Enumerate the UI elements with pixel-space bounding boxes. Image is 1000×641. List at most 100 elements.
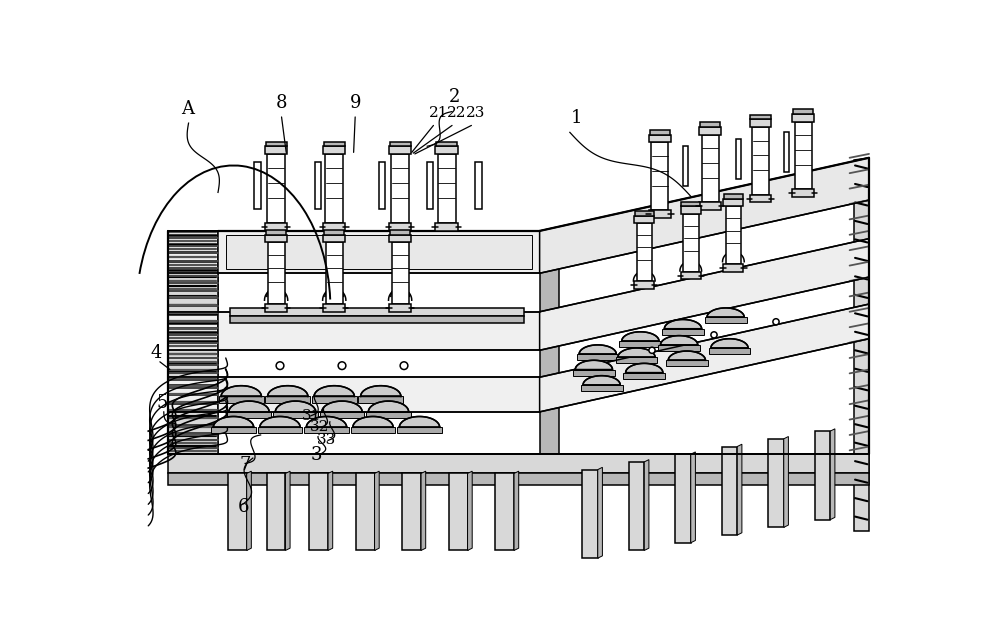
Bar: [792, 189, 814, 197]
Polygon shape: [353, 417, 393, 428]
Bar: [681, 206, 701, 214]
Polygon shape: [219, 397, 264, 403]
Polygon shape: [540, 158, 869, 273]
Polygon shape: [247, 471, 251, 551]
Bar: [634, 215, 654, 223]
Bar: [438, 154, 456, 223]
Circle shape: [637, 272, 643, 279]
Polygon shape: [830, 429, 835, 520]
Polygon shape: [228, 474, 247, 551]
Bar: [795, 122, 812, 189]
Polygon shape: [540, 227, 559, 454]
Bar: [435, 146, 458, 154]
Circle shape: [711, 332, 717, 338]
Bar: [390, 230, 410, 235]
Polygon shape: [322, 401, 362, 412]
Bar: [750, 195, 771, 203]
Bar: [699, 127, 721, 135]
Bar: [324, 142, 345, 146]
Polygon shape: [402, 474, 421, 551]
Bar: [267, 154, 285, 223]
Polygon shape: [358, 397, 403, 403]
Polygon shape: [575, 360, 612, 369]
Bar: [315, 162, 321, 210]
Bar: [389, 223, 411, 231]
Polygon shape: [658, 345, 700, 351]
Polygon shape: [619, 341, 661, 347]
Polygon shape: [577, 354, 619, 360]
Polygon shape: [230, 315, 524, 323]
Polygon shape: [709, 348, 750, 354]
Text: 21: 21: [429, 106, 448, 120]
Polygon shape: [622, 332, 659, 341]
Bar: [323, 223, 345, 231]
Polygon shape: [707, 308, 744, 317]
Text: 8: 8: [276, 94, 288, 112]
Bar: [651, 142, 668, 210]
Bar: [683, 146, 688, 187]
Bar: [750, 115, 771, 119]
Polygon shape: [573, 369, 615, 376]
Polygon shape: [644, 460, 649, 551]
Circle shape: [649, 347, 655, 353]
Bar: [265, 304, 287, 312]
Polygon shape: [722, 447, 737, 535]
Polygon shape: [306, 417, 347, 428]
Bar: [326, 242, 343, 304]
Polygon shape: [168, 231, 218, 454]
Polygon shape: [229, 401, 269, 412]
Bar: [389, 235, 411, 242]
Text: 7: 7: [240, 456, 251, 474]
Bar: [793, 109, 813, 114]
Bar: [723, 199, 743, 206]
Bar: [389, 146, 411, 154]
Bar: [266, 142, 287, 146]
Polygon shape: [666, 360, 708, 367]
Text: 32: 32: [309, 420, 329, 434]
Polygon shape: [618, 348, 655, 357]
Bar: [325, 154, 343, 223]
Polygon shape: [449, 474, 468, 551]
Polygon shape: [540, 238, 869, 350]
Polygon shape: [168, 273, 218, 312]
Polygon shape: [514, 471, 519, 551]
Bar: [649, 210, 671, 218]
Bar: [726, 206, 741, 264]
Bar: [723, 264, 743, 272]
Polygon shape: [230, 308, 524, 315]
Polygon shape: [495, 474, 514, 551]
Bar: [390, 142, 411, 146]
Polygon shape: [540, 304, 869, 412]
Text: 6: 6: [237, 498, 249, 516]
Polygon shape: [218, 377, 540, 412]
Polygon shape: [218, 231, 540, 273]
Bar: [254, 162, 261, 210]
Polygon shape: [273, 412, 318, 418]
Bar: [700, 122, 720, 127]
Bar: [265, 146, 287, 154]
Polygon shape: [598, 467, 602, 558]
Polygon shape: [227, 412, 271, 418]
Bar: [323, 235, 345, 242]
Polygon shape: [705, 317, 747, 323]
Bar: [392, 242, 409, 304]
Polygon shape: [399, 417, 440, 428]
Polygon shape: [268, 386, 308, 397]
Polygon shape: [168, 474, 869, 485]
Text: A: A: [181, 100, 194, 118]
Bar: [699, 203, 721, 210]
Text: 2: 2: [449, 88, 460, 106]
Polygon shape: [397, 428, 442, 433]
Bar: [635, 211, 654, 215]
Bar: [436, 142, 457, 146]
Bar: [323, 304, 345, 312]
Polygon shape: [356, 474, 375, 551]
Bar: [792, 114, 814, 122]
Bar: [683, 214, 698, 272]
Bar: [323, 146, 345, 154]
Bar: [634, 281, 654, 288]
Polygon shape: [368, 401, 409, 412]
Bar: [265, 223, 287, 231]
Polygon shape: [581, 385, 623, 391]
Polygon shape: [629, 462, 644, 551]
